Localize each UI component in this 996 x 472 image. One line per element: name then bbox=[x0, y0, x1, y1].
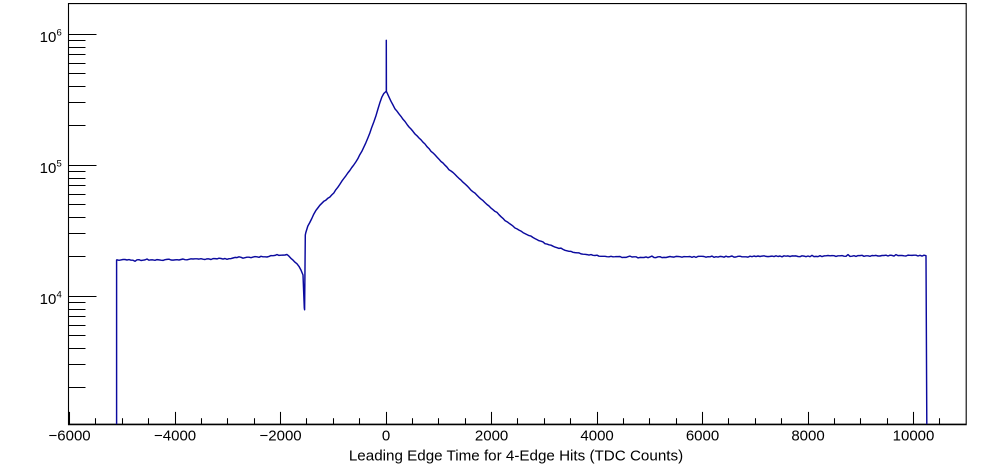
svg-text:6000: 6000 bbox=[686, 428, 719, 445]
svg-text:10: 10 bbox=[40, 160, 57, 177]
svg-text:10: 10 bbox=[40, 29, 57, 46]
svg-text:2000: 2000 bbox=[475, 428, 508, 445]
svg-text:−2000: −2000 bbox=[260, 428, 302, 445]
svg-text:5: 5 bbox=[57, 158, 62, 169]
svg-text:4: 4 bbox=[57, 289, 62, 300]
svg-text:0: 0 bbox=[382, 428, 390, 445]
svg-text:Leading Edge Time for 4-Edge H: Leading Edge Time for 4-Edge Hits (TDC C… bbox=[349, 447, 683, 464]
svg-text:8000: 8000 bbox=[791, 428, 824, 445]
svg-text:10000: 10000 bbox=[893, 428, 935, 445]
svg-text:−6000: −6000 bbox=[49, 428, 91, 445]
svg-text:−4000: −4000 bbox=[154, 428, 196, 445]
svg-text:6: 6 bbox=[57, 27, 62, 38]
svg-text:4000: 4000 bbox=[580, 428, 613, 445]
svg-text:10: 10 bbox=[40, 291, 57, 308]
